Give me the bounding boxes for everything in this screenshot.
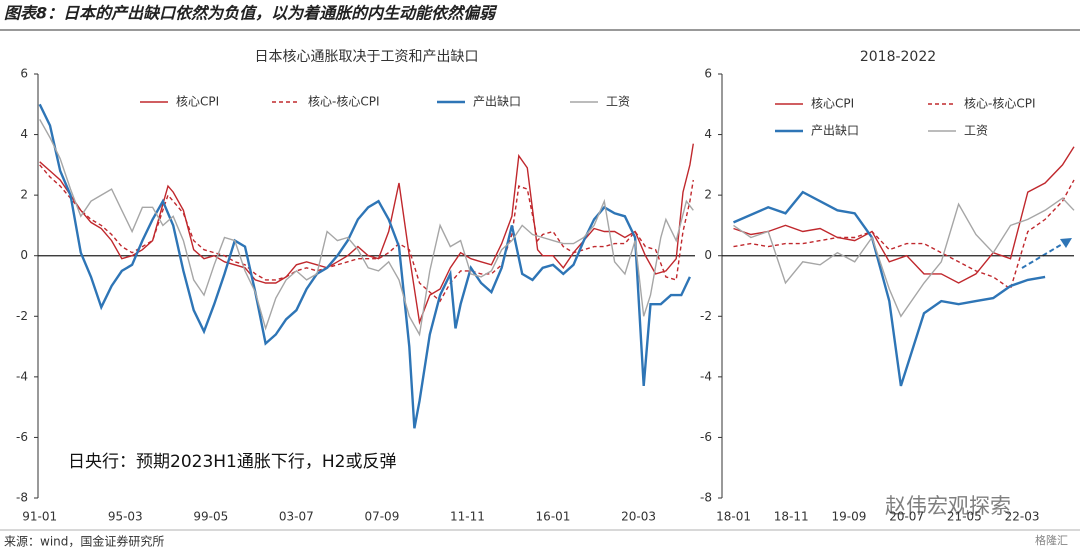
series-line <box>38 103 691 429</box>
y-tick-label: 6 <box>20 67 28 81</box>
legend-label: 工资 <box>964 124 988 138</box>
x-tick-label: 91-01 <box>22 510 57 524</box>
x-tick-label: 18-11 <box>774 510 809 524</box>
y-tick-label: 2 <box>704 188 712 202</box>
x-tick-label: 03-07 <box>279 510 314 524</box>
y-tick-label: -8 <box>16 491 28 505</box>
y-tick-label: 6 <box>704 67 712 81</box>
y-tick-label: -4 <box>700 369 712 383</box>
y-tick-label: 0 <box>704 248 712 262</box>
y-tick-label: -8 <box>700 491 712 505</box>
y-tick-label: 4 <box>704 127 712 141</box>
x-tick-label: 21-05 <box>947 510 982 524</box>
y-tick-label: -2 <box>16 309 28 323</box>
x-tick-label: 22-03 <box>1005 510 1040 524</box>
y-tick-label: -4 <box>16 369 28 383</box>
projection-arrowhead <box>1060 238 1072 248</box>
y-tick-label: 4 <box>20 127 28 141</box>
y-tick-label: 0 <box>20 248 28 262</box>
y-tick-label: 2 <box>20 188 28 202</box>
series-line <box>733 146 1075 284</box>
series-line <box>39 164 694 303</box>
x-tick-label: 18-01 <box>716 510 751 524</box>
legend-label: 核心CPI <box>176 95 219 109</box>
x-tick-label: 99-05 <box>193 510 228 524</box>
series-line <box>39 143 694 326</box>
header-title: 图表8：日本的产出缺口依然为负值，以为着通胀的内生动能依然偏弱 <box>4 4 498 23</box>
x-tick-label: 16-01 <box>536 510 571 524</box>
x-tick-label: 20-03 <box>621 510 656 524</box>
watermark: 赵伟宏观探索 <box>885 494 1011 518</box>
series-line <box>39 119 694 337</box>
x-tick-label: 19-09 <box>832 510 867 524</box>
legend-label: 核心-核心CPI <box>964 97 1036 111</box>
chart-title: 2018-2022 <box>860 49 936 65</box>
x-tick-label: 07-09 <box>364 510 399 524</box>
series-line <box>733 197 1075 318</box>
y-tick-label: -2 <box>700 309 712 323</box>
legend-label: 产出缺口 <box>811 123 859 138</box>
footer-source: 来源：wind，国金证券研究所 <box>4 534 164 549</box>
x-tick-label: 95-03 <box>108 510 143 524</box>
y-tick-label: -6 <box>16 430 28 444</box>
legend-label: 产出缺口 <box>473 94 521 109</box>
legend-label: 核心-核心CPI <box>308 95 380 109</box>
y-tick-label: -6 <box>700 430 712 444</box>
chart-title: 日本核心通胀取决于工资和产出缺口 <box>255 49 479 65</box>
x-tick-label: 20-07 <box>889 510 924 524</box>
series-line <box>733 190 1046 387</box>
watermark: 格隆汇 <box>1035 533 1068 547</box>
annotation: 日央行：预期2023H1通胀下行，H2或反弹 <box>68 452 396 472</box>
x-tick-label: 11-11 <box>450 510 485 524</box>
legend-label: 工资 <box>606 95 630 109</box>
series-line <box>733 179 1075 291</box>
legend-label: 核心CPI <box>811 97 854 111</box>
